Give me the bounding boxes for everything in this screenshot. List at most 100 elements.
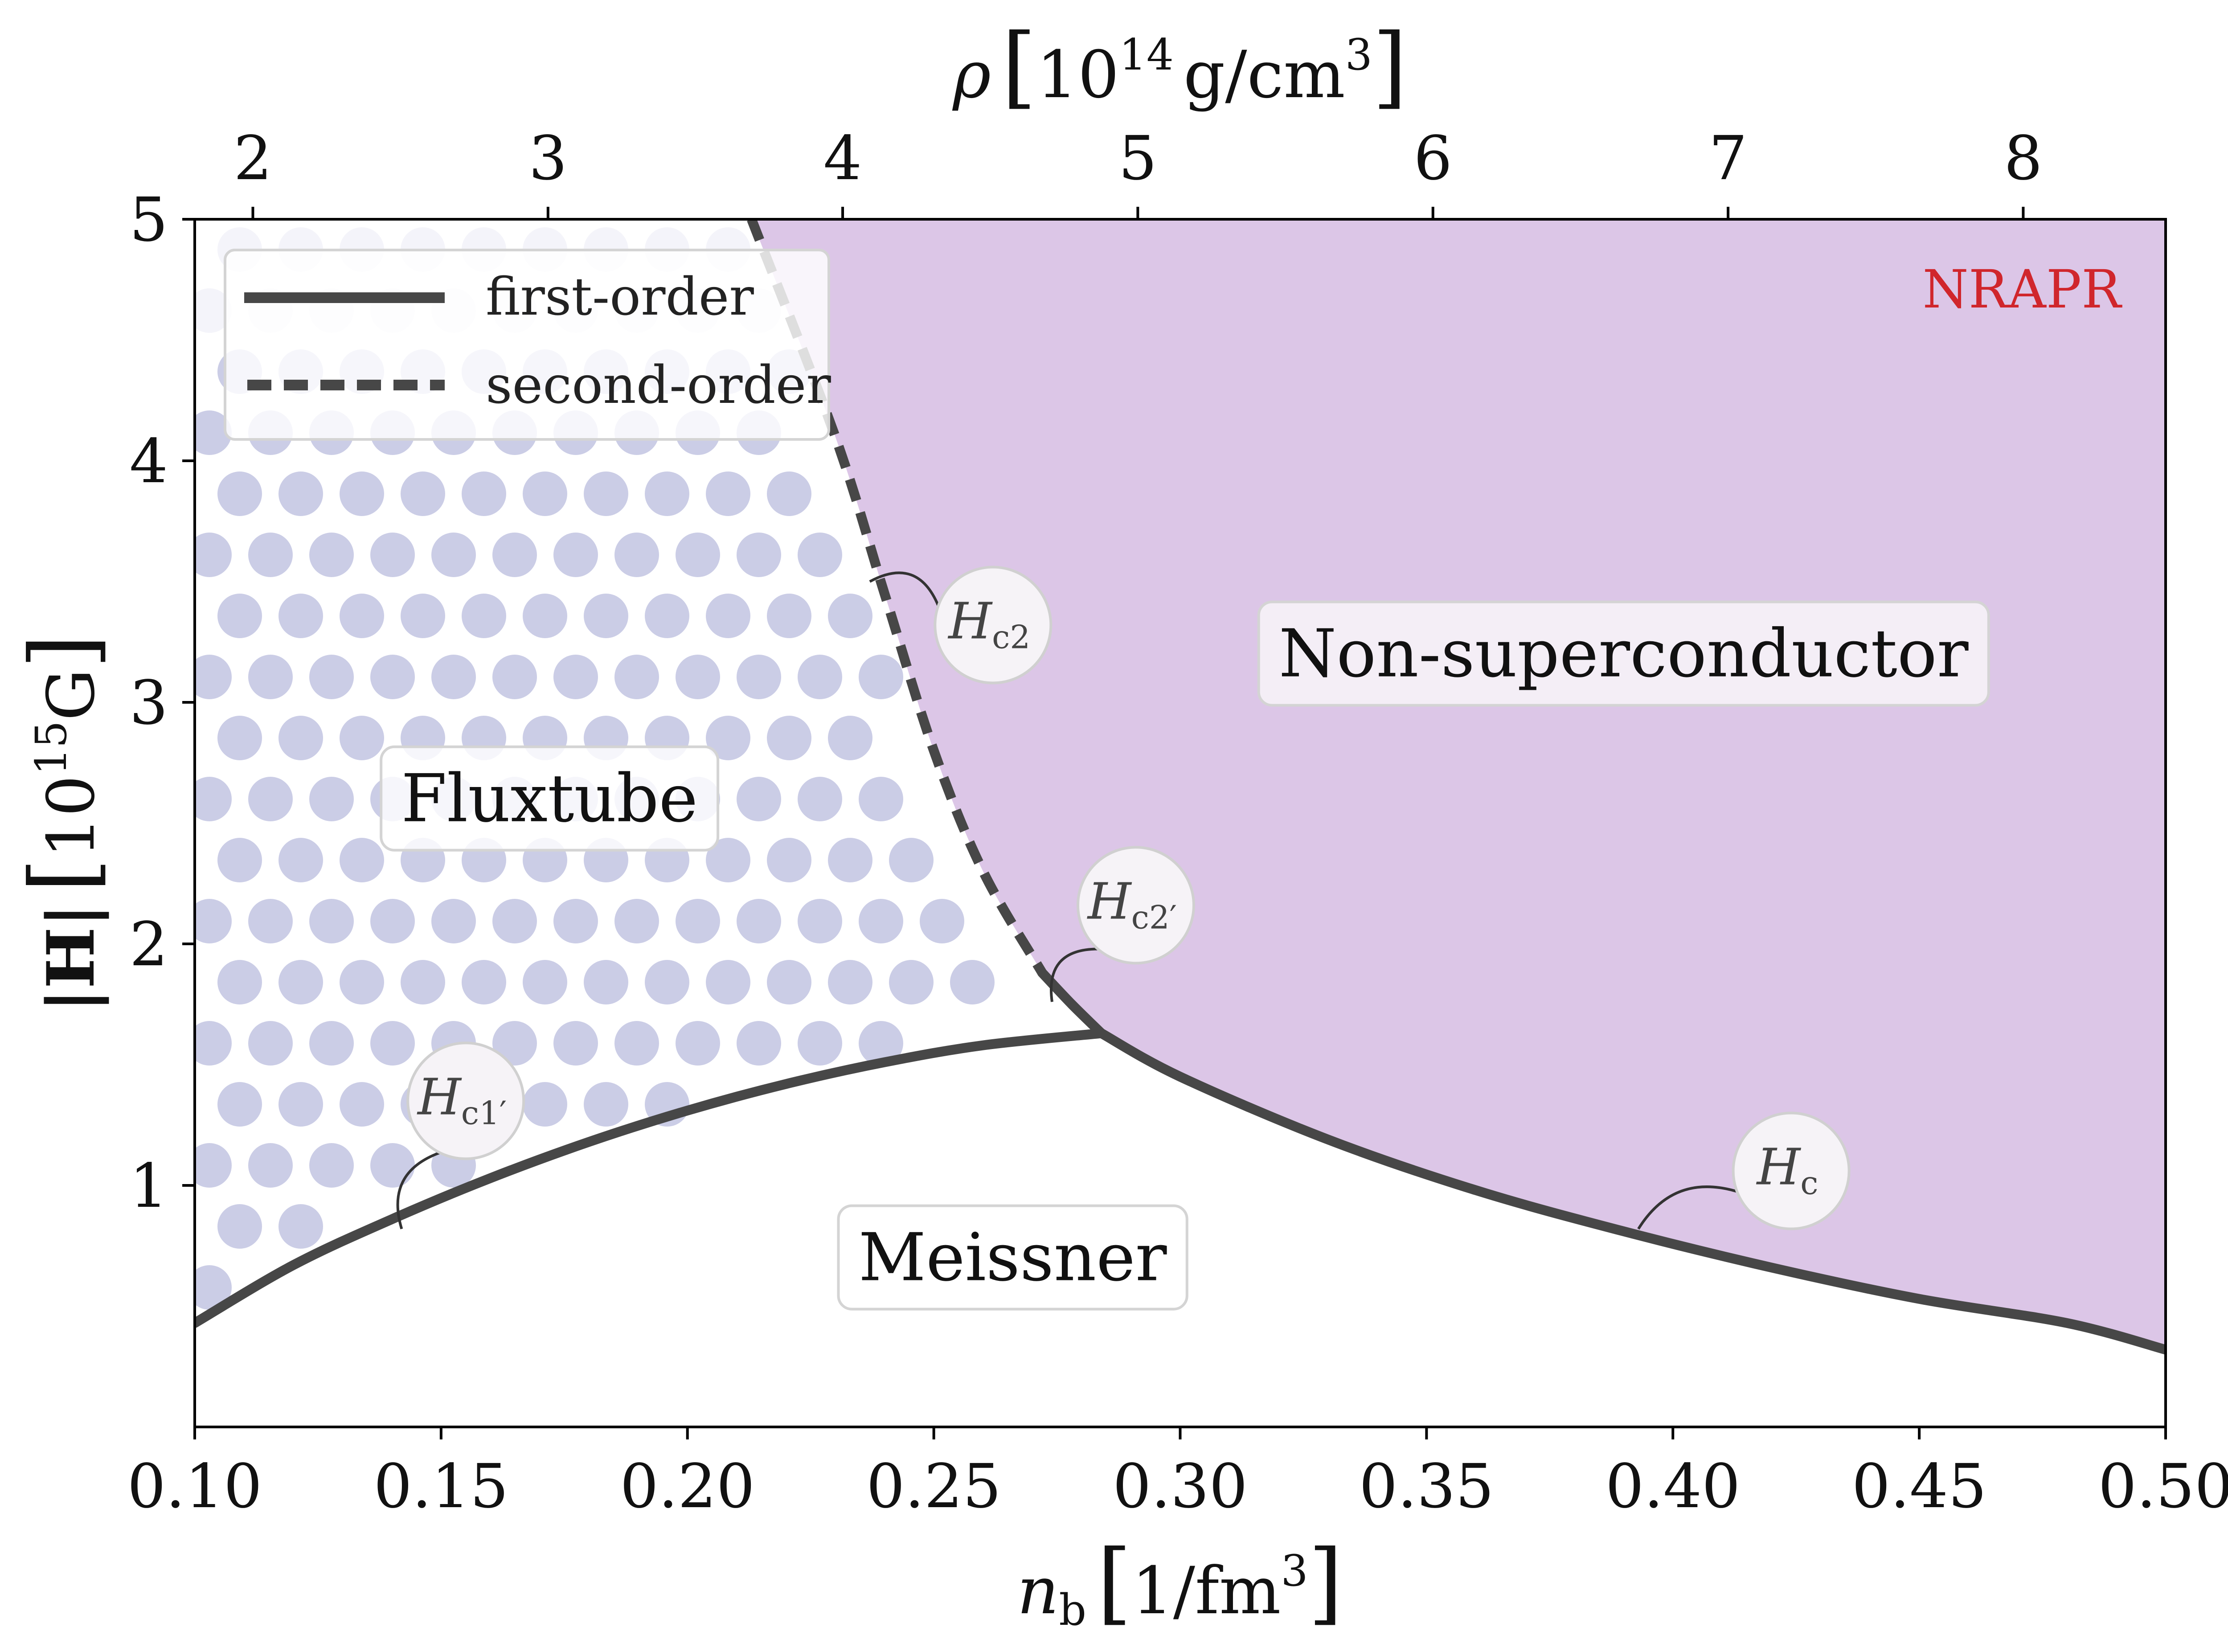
fluxtube-dot [767,960,811,1004]
fluxtube-dot [217,1204,262,1249]
top-x-tick-label: 4 [823,123,862,194]
fluxtube-dot [737,899,781,943]
fluxtube-dot [248,899,293,943]
fluxtube-dot [248,1143,293,1188]
fluxtube-dot [195,655,232,699]
fluxtube-dot [553,1021,598,1066]
fluxtube-dot [401,471,445,516]
fluxtube-dot [195,533,232,577]
fluxtube-dot [553,533,598,577]
fluxtube-dot [798,533,842,577]
fluxtube-dot [195,410,232,455]
fluxtube-dot [462,960,506,1004]
hc2-prime-annotation-label: Hc2′ [1087,873,1177,936]
fluxtube-dot [370,1143,415,1188]
fluxtube-dot [706,594,750,638]
fluxtube-dot [614,655,659,699]
fluxtube-dot [706,471,750,516]
fluxtube-dot [737,655,781,699]
series-line-hc2-prime [1037,968,1106,1038]
fluxtube-dot [798,1021,842,1066]
top-x-tick-label: 5 [1118,123,1157,194]
fluxtube-dot [737,777,781,821]
fluxtube-label-box [380,745,720,852]
fluxtube-dot [340,594,384,638]
x-tick-label: 0.25 [866,1451,1001,1522]
fluxtube-dot [828,960,872,1004]
fluxtube-dot [859,1021,903,1066]
top-x-tick-label: 3 [529,123,568,194]
fluxtube-dot [614,899,659,943]
legend-label-first-order: first-order [486,267,754,327]
top-x-axis-title: ρ [1014 g/cm3] [952,15,1407,119]
y-axis-title: |H|[1015G] [11,634,115,1013]
annotation-leader-line [869,571,940,607]
x-axis-title: nb [1/fm3] [1017,1531,1343,1635]
top-x-tick-label: 2 [233,123,272,194]
fluxtube-dot [828,716,872,760]
meissner-region-label: Meissner [859,1219,1167,1296]
fluxtube-dot [195,899,232,943]
hc1-prime-annotation-label: Hc1′ [417,1068,507,1131]
fluxtube-dot [309,777,354,821]
fluxtube-dot [278,1082,323,1127]
fluxtube-dot [195,777,232,821]
hc1-prime-annotation-bubble [406,1041,525,1160]
fluxtube-dot [278,1204,323,1249]
fluxtube-dot [584,471,628,516]
fluxtube-dot [370,1021,415,1066]
fluxtube-region-label: Fluxtube [401,760,698,837]
fluxtube-dot [217,1082,262,1127]
fluxtube-dot [278,471,323,516]
annotation-leaders [396,571,1737,1230]
series-line-hc1-prime [195,1028,1106,1328]
fluxtube-dot [217,716,262,760]
fluxtube-dot [195,1265,232,1310]
top-x-tick-label: 6 [1413,123,1452,194]
legend-label-second-order: second-order [486,355,831,415]
x-tick-label: 0.30 [1113,1451,1248,1522]
fluxtube-dot [767,716,811,760]
fluxtube-dot [737,533,781,577]
y-axis-left: 1 2 3 4 5 [129,185,195,1222]
non-superconductor-region-label: Non-superconductor [1279,615,1969,692]
fluxtube-dot [340,716,384,760]
fluxtube-dot [676,533,720,577]
fluxtube-dot [340,960,384,1004]
series-line-hc [1096,1028,2166,1355]
x-axis-top: 2 3 4 5 6 7 8 [233,123,2043,219]
fluxtube-dot [278,716,323,760]
fluxtube-dot [492,655,537,699]
fluxtube-dot [767,594,811,638]
fluxtube-dot [309,1143,354,1188]
fluxtube-dot [706,960,750,1004]
fluxtube-dot [737,1021,781,1066]
fluxtube-dot [859,899,903,943]
fluxtube-dot [553,899,598,943]
fluxtube-dot [767,838,811,882]
fluxtube-dot [217,594,262,638]
fluxtube-dot [889,838,934,882]
hc-annotation-label: Hc [1756,1138,1818,1201]
fluxtube-dot [553,655,598,699]
top-x-tick-label: 8 [2004,123,2043,194]
fluxtube-dot [309,899,354,943]
fluxtube-dot [278,960,323,1004]
hc2-annotation-label: Hc2 [947,593,1030,656]
x-tick-label: 0.50 [2098,1451,2228,1522]
fluxtube-dot [217,960,262,1004]
fluxtube-dot [431,655,476,699]
fluxtube-dot [828,594,872,638]
hc2-annotation-bubble [934,566,1053,685]
fluxtube-dot [401,960,445,1004]
fluxtube-dot [828,838,872,882]
fluxtube-dot [706,838,750,882]
fluxtube-dot [523,1082,567,1127]
fluxtube-dot [706,716,750,760]
fluxtube-dot [248,777,293,821]
fluxtube-dot [431,899,476,943]
non-superconductor-region [751,219,2166,1350]
fluxtube-dot [309,533,354,577]
fluxtube-dot [523,594,567,638]
